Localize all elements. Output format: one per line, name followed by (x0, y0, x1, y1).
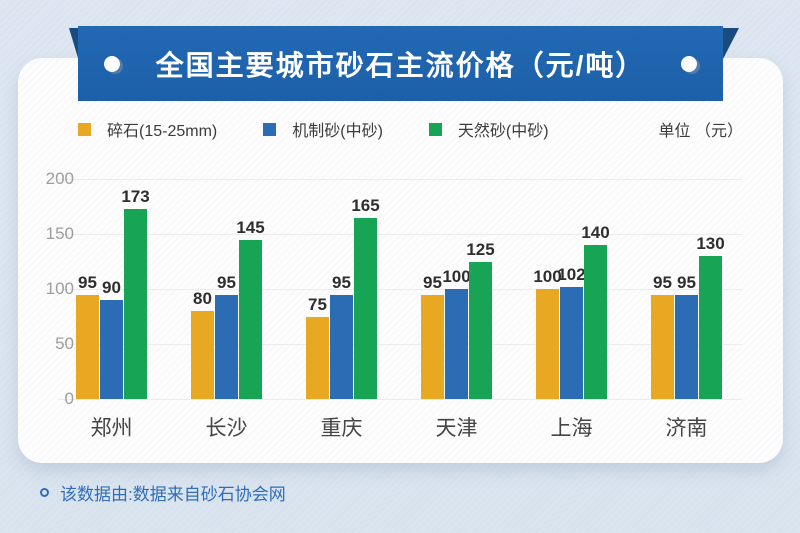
bar-group-上海: 100 102 140 上海 (514, 179, 629, 440)
legend-label: 机制砂(中砂) (292, 123, 383, 140)
bar-机制砂(中砂)-上海: 102 (557, 265, 586, 399)
gridline (58, 179, 742, 180)
plot-area: 0 50 100 150 200 95 90 173 郑州 80 95 145 长沙 75 95 165 重庆 9… (18, 58, 783, 463)
legend-swatch-icon (78, 122, 91, 136)
bar-value-label: 95 (78, 272, 97, 292)
bar-value-label: 100 (442, 267, 471, 286)
ribbon-fold-left-icon (69, 28, 78, 58)
banner-dot-left-icon (103, 55, 120, 72)
bar-天然砂(中砂)-上海: 140 (581, 223, 610, 399)
x-axis-label-长沙: 长沙 (205, 417, 248, 440)
bar-value-label: 100 (533, 267, 562, 286)
bar-value-label: 140 (581, 223, 610, 242)
data-source-note: 该数据由:数据来自砂石协会网 (40, 481, 286, 504)
bar-天然砂(中砂)-郑州: 173 (121, 187, 150, 399)
legend-label: 天然砂(中砂) (457, 123, 549, 140)
y-axis-tick: 150 (45, 224, 74, 243)
x-axis-label-济南: 济南 (665, 417, 708, 440)
x-axis-label-天津: 天津 (435, 417, 478, 440)
bar-value-label: 95 (332, 272, 351, 292)
bar-碎石(15-25mm)-上海: 100 (533, 267, 562, 399)
x-axis-label-郑州: 郑州 (90, 417, 133, 440)
title-banner: 全国主要城市砂石主流价格（元/吨） (69, 26, 739, 101)
bar-机制砂(中砂)-济南: 95 (675, 273, 698, 399)
bar-天然砂(中砂)-重庆: 165 (351, 196, 380, 399)
bar-value-label: 95 (677, 272, 696, 292)
bar-碎石(15-25mm)-济南: 95 (651, 273, 674, 399)
bar-group-重庆: 75 95 165 重庆 (284, 179, 399, 440)
data-source-text: 该数据由:数据来自砂石协会网 (60, 484, 286, 504)
legend-swatch-icon (428, 122, 442, 136)
unit-label: 单位 （元） (658, 123, 743, 140)
banner-dot-right-icon (681, 55, 698, 72)
bar-value-label: 165 (351, 195, 380, 215)
bar-机制砂(中砂)-郑州: 90 (100, 278, 123, 399)
legend-items: 碎石(15-25mm) 机制砂(中砂) 天然砂(中砂) (78, 117, 549, 141)
legend-label: 碎石(15-25mm) (107, 123, 218, 140)
bar-value-label: 90 (102, 278, 121, 297)
bar-value-label: 130 (696, 234, 725, 253)
legend-swatch-icon (263, 122, 277, 136)
gridline (58, 344, 742, 345)
bar-机制砂(中砂)-重庆: 95 (330, 273, 353, 399)
bar-value-label: 95 (217, 272, 236, 292)
x-axis-label-上海: 上海 (550, 417, 593, 440)
bar-group-天津: 95 100 125 天津 (399, 179, 514, 440)
gridline (58, 234, 742, 235)
bar-value-label: 102 (557, 264, 586, 284)
bar-碎石(15-25mm)-郑州: 95 (76, 273, 99, 399)
bar-天然砂(中砂)-天津: 125 (466, 240, 495, 399)
bar-碎石(15-25mm)-长沙: 80 (191, 289, 214, 399)
bar-碎石(15-25mm)-天津: 95 (421, 273, 444, 399)
legend-item-1: 机制砂(中砂) (263, 117, 383, 141)
bar-机制砂(中砂)-长沙: 95 (215, 273, 238, 399)
bar-value-label: 80 (193, 289, 212, 308)
bar-group-长沙: 80 95 145 长沙 (169, 179, 284, 440)
ribbon-fold-right-icon (723, 28, 739, 59)
y-axis-tick: 100 (45, 279, 74, 298)
y-axis-tick: 200 (45, 169, 74, 188)
bar-value-label: 95 (653, 272, 672, 292)
x-axis-label-重庆: 重庆 (320, 417, 363, 440)
bar-group-济南: 95 95 130 济南 (629, 179, 744, 440)
gridline (58, 289, 742, 290)
bar-机制砂(中砂)-天津: 100 (442, 267, 471, 399)
bar-value-label: 145 (236, 217, 265, 237)
y-axis-tick: 0 (64, 389, 74, 408)
bar-碎石(15-25mm)-重庆: 75 (306, 295, 329, 399)
legend-item-2: 天然砂(中砂) (428, 117, 549, 141)
y-axis-tick: 50 (55, 334, 74, 353)
bar-value-label: 75 (308, 294, 327, 314)
bar-天然砂(中砂)-长沙: 145 (236, 218, 265, 399)
bar-value-label: 95 (423, 272, 442, 292)
circle-bullet-icon (40, 487, 49, 497)
page-title: 全国主要城市砂石主流价格（元/吨） (155, 49, 646, 81)
legend: 碎石(15-25mm) 机制砂(中砂) 天然砂(中砂) 单位 （元） (78, 118, 743, 140)
bar-value-label: 173 (121, 186, 150, 206)
legend-item-0: 碎石(15-25mm) (78, 117, 217, 141)
bar-天然砂(中砂)-济南: 130 (696, 234, 725, 399)
bar-group-郑州: 95 90 173 郑州 (54, 179, 169, 440)
bar-value-label: 125 (466, 239, 495, 259)
chart-card: 碎石(15-25mm) 机制砂(中砂) 天然砂(中砂) 单位 （元） 0 50 100 1… (18, 58, 783, 463)
gridline (58, 399, 742, 400)
